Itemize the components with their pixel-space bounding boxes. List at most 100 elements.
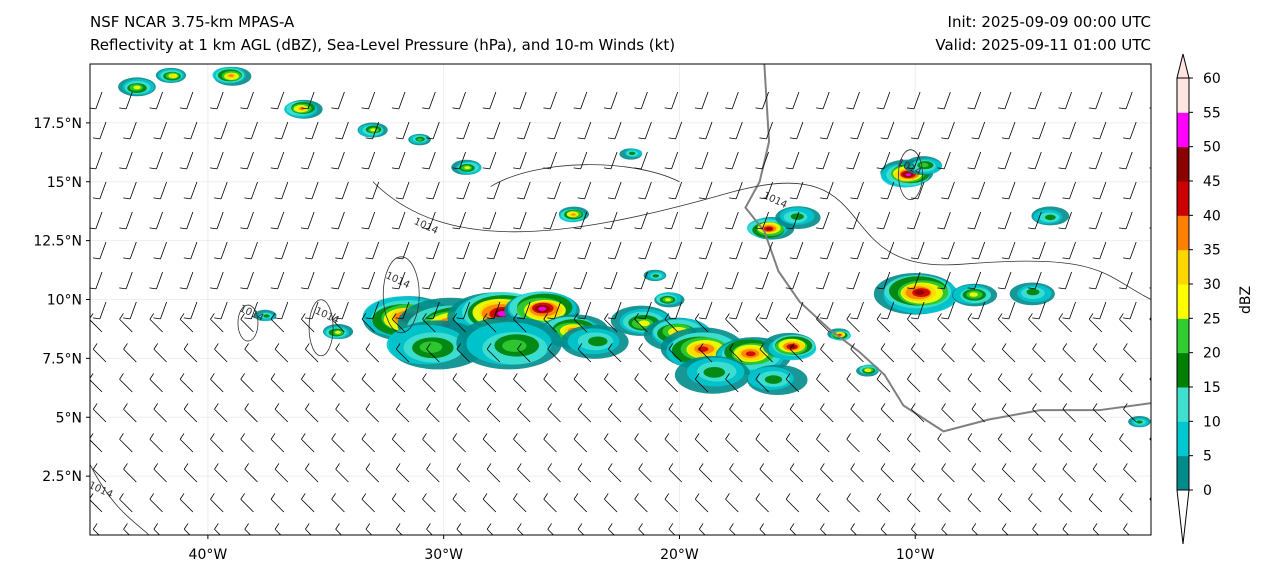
wind-barb	[244, 181, 258, 200]
barb-flag	[937, 287, 945, 290]
wind-barb	[240, 151, 254, 170]
barb-flag	[604, 313, 609, 320]
barb-flag	[608, 403, 613, 410]
barb-flag	[547, 137, 555, 140]
wind-barb	[941, 343, 955, 363]
barb-flag	[517, 257, 525, 260]
colorbar-segment	[1177, 318, 1189, 354]
barb-staff	[911, 468, 925, 483]
wind-barb	[876, 433, 891, 453]
wind-barb	[395, 241, 410, 260]
barb-flag	[305, 523, 310, 530]
barb-staff	[90, 499, 103, 513]
barb-flag	[183, 137, 191, 140]
barb-staff	[1160, 122, 1166, 139]
wind-barb	[850, 523, 858, 535]
reflectivity-contour	[1136, 420, 1143, 424]
barb-flag	[1088, 287, 1096, 290]
wind-barb	[543, 373, 557, 393]
barb-flag	[1062, 257, 1070, 260]
wind-barb	[335, 301, 349, 320]
barb-staff	[341, 181, 349, 200]
barb-staff	[852, 91, 860, 110]
wind-barb	[634, 313, 648, 333]
barb-staff	[816, 378, 830, 393]
reflectivity-contour	[665, 298, 671, 302]
wind-barb	[456, 343, 470, 363]
wind-barb	[1123, 463, 1137, 483]
barb-staff	[543, 378, 557, 393]
barb-flag	[937, 433, 942, 440]
wind-barb	[608, 463, 622, 483]
wind-barb	[426, 463, 440, 483]
barb-staff	[129, 241, 137, 260]
barb-staff	[493, 121, 501, 140]
wind-barb	[850, 343, 864, 363]
barb-flag	[274, 197, 282, 200]
barb-flag	[1028, 227, 1036, 230]
wind-barb	[1092, 463, 1107, 483]
wind-barb	[123, 523, 130, 535]
wind-barb	[846, 433, 860, 453]
barb-flag	[123, 343, 128, 350]
barb-staff	[335, 408, 349, 423]
barb-staff	[997, 438, 1012, 453]
barb-flag	[880, 463, 886, 470]
wind-barb	[698, 523, 706, 535]
barb-flag	[755, 167, 763, 170]
barb-staff	[614, 121, 622, 140]
barb-flag	[997, 373, 1003, 380]
barb-flag	[395, 317, 403, 320]
wind-barb	[694, 373, 709, 393]
barb-flag	[789, 343, 795, 350]
barb-flag	[391, 493, 397, 500]
wind-barb	[90, 493, 103, 513]
barb-flag	[179, 287, 187, 290]
barb-flag	[1154, 523, 1158, 529]
barb-flag	[304, 137, 313, 140]
barb-flag	[214, 463, 219, 470]
barb-staff	[577, 468, 592, 483]
barb-flag	[1123, 523, 1128, 530]
wind-barb	[244, 241, 258, 260]
barb-flag	[759, 403, 765, 410]
barb-staff	[190, 301, 198, 320]
wind-barb	[573, 433, 588, 453]
wind-barb	[543, 313, 557, 333]
wind-barb	[513, 151, 527, 170]
barb-staff	[337, 151, 345, 170]
barb-staff	[190, 121, 198, 140]
wind-barb	[335, 241, 349, 260]
barb-flag	[274, 257, 282, 260]
barb-flag	[937, 107, 945, 110]
wind-barb	[90, 433, 103, 453]
barb-staff	[584, 181, 592, 200]
barb-flag	[270, 287, 278, 290]
wind-barb	[997, 493, 1012, 513]
isobar	[90, 464, 150, 535]
barb-flag	[664, 287, 672, 290]
wind-barb	[880, 403, 895, 423]
barb-flag	[361, 313, 367, 320]
barb-flag	[244, 317, 252, 320]
wind-barb	[395, 523, 403, 535]
wind-barb	[214, 463, 228, 483]
barb-flag	[846, 433, 851, 440]
wind-barb	[820, 301, 834, 320]
barb-flag	[1062, 463, 1068, 470]
barb-flag	[1092, 523, 1098, 530]
barb-flag	[1154, 343, 1158, 349]
barb-flag	[880, 343, 886, 350]
wind-barb	[1119, 433, 1133, 453]
wind-barb	[638, 181, 652, 200]
barb-staff	[974, 151, 982, 170]
wind-barb	[92, 403, 107, 423]
wind-barb	[1032, 523, 1039, 535]
barb-flag	[365, 523, 371, 530]
barb-flag	[183, 403, 189, 410]
barb-flag	[123, 137, 131, 140]
wind-barb	[274, 343, 289, 363]
barb-staff	[246, 91, 254, 110]
barb-flag	[119, 493, 124, 500]
wind-barb	[395, 343, 410, 363]
